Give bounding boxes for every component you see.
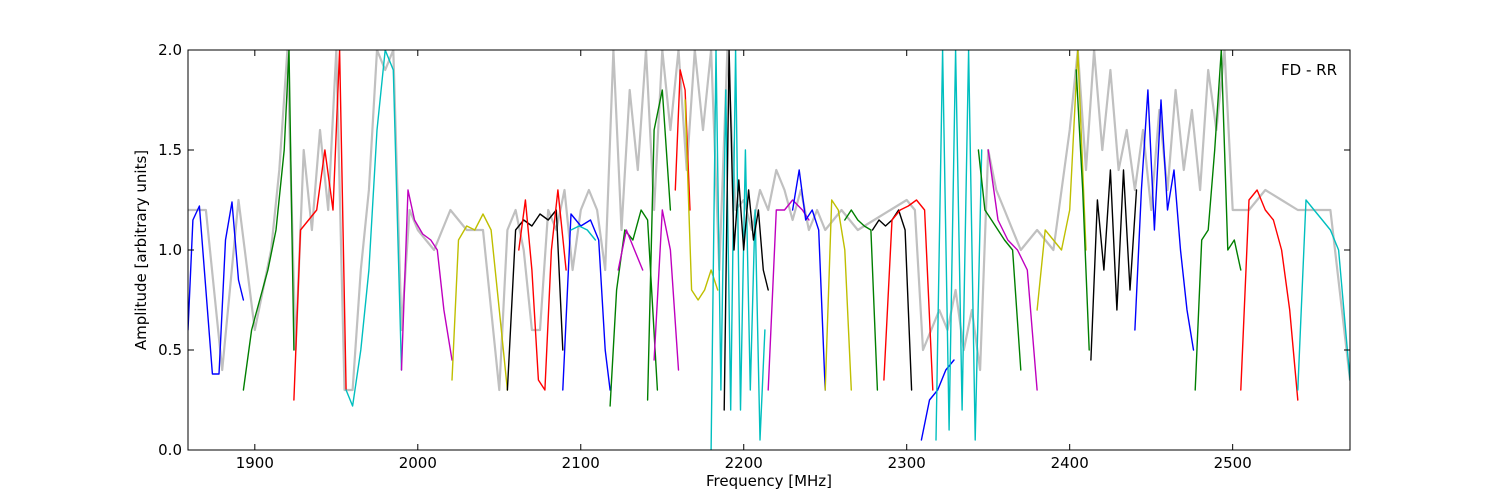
y-axis-label: Amplitude [arbitrary units]	[132, 150, 150, 350]
x-axis-label: Frequency [MHz]	[706, 472, 832, 490]
series-line-12	[617, 229, 644, 271]
series-line-22	[844, 209, 879, 391]
series-line-34	[1240, 189, 1299, 401]
series-line-10	[570, 225, 597, 241]
x-tick-label: 2200	[725, 454, 763, 472]
x-tick-label: 2500	[1214, 454, 1252, 472]
x-tick-label: 2000	[399, 454, 437, 472]
x-tick-label: 2300	[888, 454, 926, 472]
series-line-29	[1036, 50, 1087, 311]
series-line-27	[977, 149, 1022, 371]
series-line-7	[506, 209, 564, 391]
series-line-26	[935, 50, 983, 441]
series-line-9	[562, 213, 611, 391]
x-tick-label: 1900	[236, 454, 274, 472]
series-line-16	[684, 99, 719, 301]
series-line-8	[518, 189, 567, 391]
y-tick-label: 1.0	[158, 241, 182, 259]
series-line-24	[883, 199, 934, 391]
series-line-20	[791, 169, 826, 391]
series-line-33	[1194, 50, 1242, 391]
series-line-28	[987, 149, 1038, 391]
series-line-32	[1134, 89, 1195, 351]
y-tick-label: 2.0	[158, 41, 182, 59]
series-line-5	[400, 189, 453, 371]
x-tick-label: 2400	[1051, 454, 1089, 472]
tick-layer: 1900 2000 2100 2200 2300 2400 2500 0.0 0.5 1.0 1.5…	[158, 41, 1350, 472]
series-line-21	[824, 199, 852, 391]
series-line-23	[871, 209, 913, 391]
series-line-30	[1075, 69, 1090, 351]
series-line-31	[1090, 169, 1138, 361]
series-line-2	[242, 50, 295, 391]
series-line-35	[1297, 199, 1350, 391]
series-line-1	[188, 201, 245, 375]
x-tick-label: 2100	[562, 454, 600, 472]
series-line-19	[767, 199, 810, 391]
series-line-3	[293, 50, 347, 401]
trace-layer	[188, 50, 1350, 450]
y-tick-label: 1.5	[158, 141, 182, 159]
y-tick-label: 0.5	[158, 341, 182, 359]
series-line-15	[674, 69, 691, 211]
series-line-11	[609, 209, 659, 407]
series-line-17	[710, 50, 766, 450]
series-line-18	[723, 50, 769, 411]
panel-annotation: FD - RR	[1281, 61, 1337, 79]
series-line-13	[646, 89, 672, 401]
y-tick-label: 0.0	[158, 441, 182, 459]
series-line-4	[345, 50, 403, 407]
series-line-14	[653, 209, 680, 371]
series-line-6	[451, 213, 509, 391]
background-trace	[188, 50, 1350, 392]
